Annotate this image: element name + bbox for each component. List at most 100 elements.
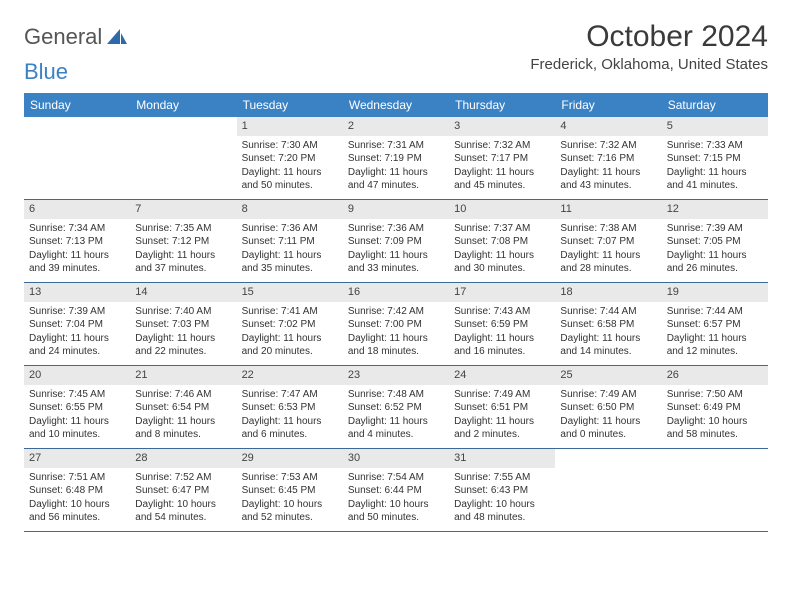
daylight-text: and 47 minutes.: [348, 179, 444, 193]
daylight-text: and 18 minutes.: [348, 345, 444, 359]
sunrise-text: Sunrise: 7:44 AM: [560, 305, 656, 319]
sunset-text: Sunset: 7:09 PM: [348, 235, 444, 249]
daylight-text: Daylight: 11 hours: [454, 415, 550, 429]
daylight-text: and 48 minutes.: [454, 511, 550, 525]
dow-sunday: Sunday: [24, 93, 130, 117]
calendar: SundayMondayTuesdayWednesdayThursdayFrid…: [24, 93, 768, 532]
sunrise-text: Sunrise: 7:36 AM: [242, 222, 338, 236]
day-cell: 28Sunrise: 7:52 AMSunset: 6:47 PMDayligh…: [130, 449, 236, 531]
day-number: 11: [555, 200, 661, 219]
day-cell: 12Sunrise: 7:39 AMSunset: 7:05 PMDayligh…: [662, 200, 768, 282]
day-number: 3: [449, 117, 555, 136]
daylight-text: and 12 minutes.: [667, 345, 763, 359]
daylight-text: Daylight: 10 hours: [242, 498, 338, 512]
daylight-text: and 56 minutes.: [29, 511, 125, 525]
day-number: 1: [237, 117, 343, 136]
day-number: 10: [449, 200, 555, 219]
sunset-text: Sunset: 6:59 PM: [454, 318, 550, 332]
day-cell: 16Sunrise: 7:42 AMSunset: 7:00 PMDayligh…: [343, 283, 449, 365]
sunrise-text: Sunrise: 7:41 AM: [242, 305, 338, 319]
daylight-text: Daylight: 11 hours: [560, 249, 656, 263]
sunrise-text: Sunrise: 7:35 AM: [135, 222, 231, 236]
daylight-text: Daylight: 11 hours: [348, 166, 444, 180]
week-row: 20Sunrise: 7:45 AMSunset: 6:55 PMDayligh…: [24, 366, 768, 449]
daylight-text: and 22 minutes.: [135, 345, 231, 359]
daylight-text: Daylight: 11 hours: [242, 249, 338, 263]
daylight-text: and 10 minutes.: [29, 428, 125, 442]
day-cell: 2Sunrise: 7:31 AMSunset: 7:19 PMDaylight…: [343, 117, 449, 199]
day-cell: 18Sunrise: 7:44 AMSunset: 6:58 PMDayligh…: [555, 283, 661, 365]
daylight-text: and 30 minutes.: [454, 262, 550, 276]
day-cell-empty: [555, 449, 661, 531]
sunset-text: Sunset: 7:07 PM: [560, 235, 656, 249]
sunset-text: Sunset: 7:15 PM: [667, 152, 763, 166]
sunrise-text: Sunrise: 7:37 AM: [454, 222, 550, 236]
sunrise-text: Sunrise: 7:52 AM: [135, 471, 231, 485]
daylight-text: and 4 minutes.: [348, 428, 444, 442]
daylight-text: and 16 minutes.: [454, 345, 550, 359]
day-number: 25: [555, 366, 661, 385]
sunset-text: Sunset: 7:12 PM: [135, 235, 231, 249]
sunset-text: Sunset: 6:58 PM: [560, 318, 656, 332]
month-title: October 2024: [530, 20, 768, 54]
daylight-text: and 20 minutes.: [242, 345, 338, 359]
daylight-text: Daylight: 11 hours: [560, 332, 656, 346]
weeks-container: 1Sunrise: 7:30 AMSunset: 7:20 PMDaylight…: [24, 117, 768, 532]
daylight-text: Daylight: 11 hours: [667, 166, 763, 180]
sunrise-text: Sunrise: 7:49 AM: [454, 388, 550, 402]
sunrise-text: Sunrise: 7:47 AM: [242, 388, 338, 402]
sunrise-text: Sunrise: 7:32 AM: [454, 139, 550, 153]
day-cell-empty: [24, 117, 130, 199]
day-cell-empty: [130, 117, 236, 199]
day-number: 31: [449, 449, 555, 468]
location: Frederick, Oklahoma, United States: [530, 56, 768, 73]
daylight-text: and 50 minutes.: [242, 179, 338, 193]
daylight-text: Daylight: 11 hours: [348, 332, 444, 346]
sunset-text: Sunset: 7:20 PM: [242, 152, 338, 166]
dow-saturday: Saturday: [662, 93, 768, 117]
sunrise-text: Sunrise: 7:46 AM: [135, 388, 231, 402]
daylight-text: and 50 minutes.: [348, 511, 444, 525]
daylight-text: and 26 minutes.: [667, 262, 763, 276]
day-cell: 24Sunrise: 7:49 AMSunset: 6:51 PMDayligh…: [449, 366, 555, 448]
day-cell: 1Sunrise: 7:30 AMSunset: 7:20 PMDaylight…: [237, 117, 343, 199]
day-cell: 23Sunrise: 7:48 AMSunset: 6:52 PMDayligh…: [343, 366, 449, 448]
sunrise-text: Sunrise: 7:43 AM: [454, 305, 550, 319]
daylight-text: Daylight: 10 hours: [135, 498, 231, 512]
daylight-text: Daylight: 11 hours: [242, 415, 338, 429]
sunset-text: Sunset: 6:49 PM: [667, 401, 763, 415]
day-number: 30: [343, 449, 449, 468]
daylight-text: Daylight: 11 hours: [454, 249, 550, 263]
sunset-text: Sunset: 6:53 PM: [242, 401, 338, 415]
day-number: 4: [555, 117, 661, 136]
sunset-text: Sunset: 6:55 PM: [29, 401, 125, 415]
daylight-text: Daylight: 11 hours: [454, 332, 550, 346]
day-cell: 4Sunrise: 7:32 AMSunset: 7:16 PMDaylight…: [555, 117, 661, 199]
sunrise-text: Sunrise: 7:39 AM: [667, 222, 763, 236]
sunset-text: Sunset: 6:44 PM: [348, 484, 444, 498]
daylight-text: Daylight: 11 hours: [560, 415, 656, 429]
day-number: 26: [662, 366, 768, 385]
sunset-text: Sunset: 7:13 PM: [29, 235, 125, 249]
daylight-text: Daylight: 10 hours: [348, 498, 444, 512]
day-number: 21: [130, 366, 236, 385]
daylight-text: Daylight: 10 hours: [29, 498, 125, 512]
daylight-text: and 39 minutes.: [29, 262, 125, 276]
daylight-text: Daylight: 11 hours: [29, 332, 125, 346]
day-number: 13: [24, 283, 130, 302]
day-number: 8: [237, 200, 343, 219]
daylight-text: Daylight: 11 hours: [667, 249, 763, 263]
day-number: 5: [662, 117, 768, 136]
daylight-text: and 35 minutes.: [242, 262, 338, 276]
daylight-text: and 52 minutes.: [242, 511, 338, 525]
daylight-text: Daylight: 11 hours: [242, 166, 338, 180]
sunset-text: Sunset: 7:16 PM: [560, 152, 656, 166]
daylight-text: and 43 minutes.: [560, 179, 656, 193]
day-cell: 8Sunrise: 7:36 AMSunset: 7:11 PMDaylight…: [237, 200, 343, 282]
sunrise-text: Sunrise: 7:36 AM: [348, 222, 444, 236]
daylight-text: and 28 minutes.: [560, 262, 656, 276]
week-row: 13Sunrise: 7:39 AMSunset: 7:04 PMDayligh…: [24, 283, 768, 366]
sunrise-text: Sunrise: 7:32 AM: [560, 139, 656, 153]
day-cell: 15Sunrise: 7:41 AMSunset: 7:02 PMDayligh…: [237, 283, 343, 365]
daylight-text: Daylight: 11 hours: [348, 249, 444, 263]
